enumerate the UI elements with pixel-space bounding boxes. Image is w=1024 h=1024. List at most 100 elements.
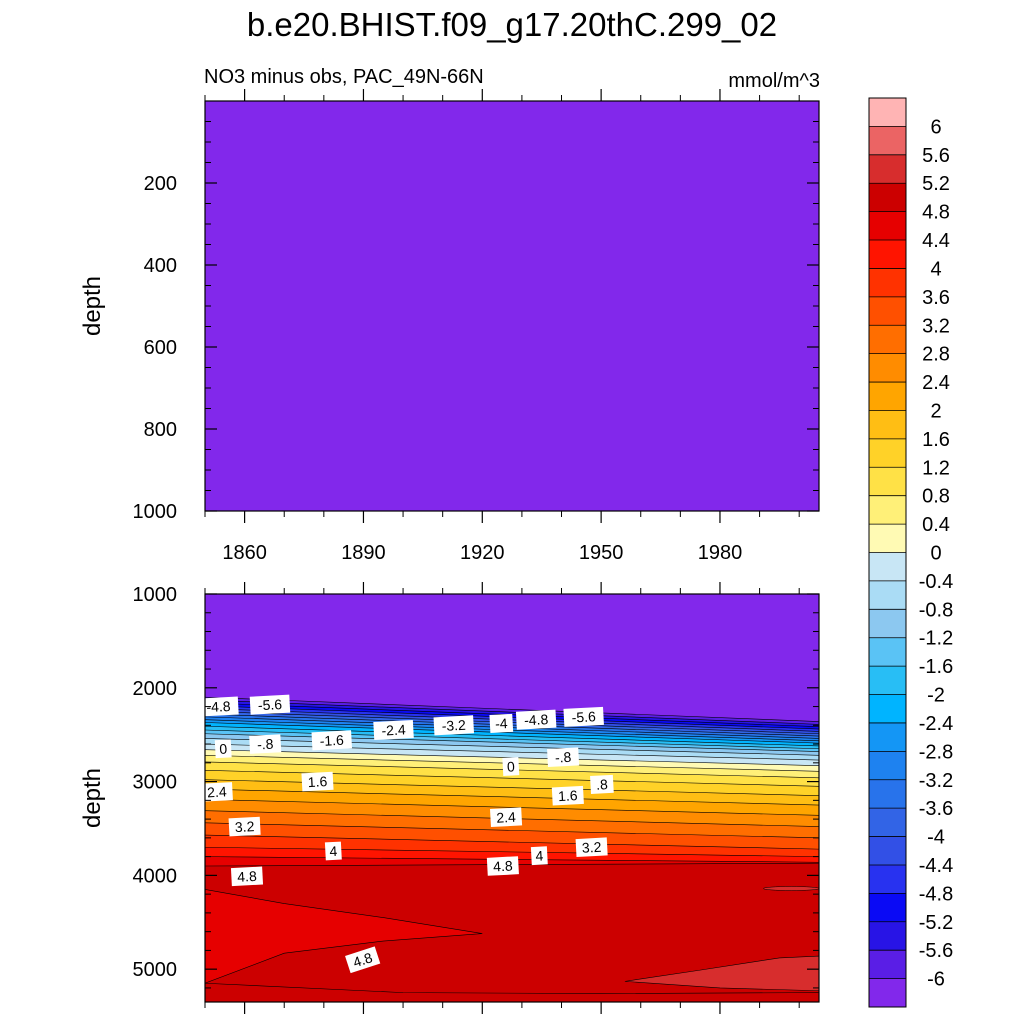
contour-label-text: -3.2 [441, 717, 466, 734]
contour-label-text: -.8 [257, 736, 274, 753]
upper-ytick-label: 1000 [133, 501, 178, 523]
colorbar-label: 5.6 [922, 145, 950, 167]
upper-ytick-label: 400 [144, 255, 177, 277]
upper-ytick-label: 800 [144, 419, 177, 441]
colorbar-swatch [869, 126, 906, 156]
contour-label: 2.4 [205, 782, 233, 802]
lower-bands [205, 594, 819, 1002]
contour-label-text: -4.8 [206, 698, 231, 715]
lower-contour-labels: -4.8 -5.6 -2.4 -3.2 -4 -4.8 -5.6 0 -.8 -1.6 .8 0 -.8… [205, 694, 614, 974]
contour-label-text: -1.6 [319, 732, 344, 749]
lower-ytick-label: 5000 [133, 959, 178, 981]
contour-label-bg [249, 734, 282, 754]
colorbar-label: 5.2 [922, 173, 950, 195]
colorbar-swatch [869, 410, 906, 440]
contour-label-bg [433, 715, 475, 736]
contour-line [205, 738, 819, 756]
colorbar-label: -0.4 [919, 571, 953, 593]
units-label: mmol/m^3 [728, 70, 820, 92]
contour-label: -4.8 [515, 709, 557, 730]
contour-label-bg [228, 816, 261, 837]
upper-xtick-label: 1890 [341, 542, 386, 564]
upper-panel: 200 400 600 800 1000 1860 1890 1920 1950 1980 dep… [79, 89, 820, 564]
contour-label: -4.8 [205, 696, 239, 717]
contour-label-text: 2.4 [496, 809, 516, 826]
colorbar-label: 4.8 [922, 202, 950, 224]
contour-label: -4 [489, 713, 514, 734]
contour-line [205, 729, 819, 750]
contour-label: 4.8 [486, 856, 519, 876]
contour-label-bg [230, 866, 264, 887]
contour-line [205, 822, 819, 839]
contour-label-text: 4.8 [493, 857, 513, 874]
contour-label: .8 [590, 774, 614, 794]
contour-label: 1.6 [301, 771, 334, 792]
colorbar-swatch [869, 325, 906, 355]
contour-label: 3.2 [228, 816, 261, 837]
contour-label-bg [590, 774, 614, 794]
colorbar-label: -4 [927, 827, 945, 849]
contour-label: 4 [324, 841, 342, 861]
lower-panel: -4.8 -5.6 -2.4 -3.2 -4 -4.8 -5.6 0 -.8 -1.6 .8 0 -.8… [79, 582, 820, 1014]
contour-label-text: 3.2 [581, 839, 601, 856]
contour-label-text: -4 [495, 715, 508, 732]
upper-ytick-label: 600 [144, 337, 177, 359]
colorbar-swatch [869, 353, 906, 383]
contour-label-text: 4.8 [237, 868, 257, 885]
contour-label-bg [575, 837, 608, 858]
contour-label: 0 [214, 739, 232, 759]
lower-ytick-label: 4000 [133, 865, 178, 887]
colorbar: 6 5.6 5.2 4.8 4.4 4 3.6 3.2 2.8 2.4 2 1.6 1.2 0.8 0.4 0… [868, 97, 953, 1008]
contour-label-bg [490, 807, 523, 828]
colorbar-swatch [869, 467, 906, 497]
colorbar-swatch [869, 836, 906, 866]
contour-label: -2.4 [373, 719, 414, 741]
colorbar-label: 2.4 [922, 372, 950, 394]
contour-label-bg [311, 730, 353, 751]
contour-label: 1.6 [551, 785, 584, 806]
contour-label-bg [563, 706, 604, 727]
colorbar-label: -1.2 [919, 628, 953, 650]
contour-line [205, 743, 819, 761]
contour-label-text: 4 [535, 847, 544, 863]
contour-label: -5.6 [249, 694, 291, 715]
colorbar-frame [868, 97, 907, 1008]
contour-label-bg [373, 719, 414, 741]
upper-xtick-label: 1920 [460, 542, 505, 564]
contour-label-bg [502, 757, 520, 776]
lower-frame [204, 593, 820, 1003]
contour-label: 4 [530, 846, 548, 866]
contour-label-text: 4 [329, 843, 338, 859]
contour-label-bg [551, 785, 584, 806]
colorbar-swatch [869, 637, 906, 667]
colorbar-swatch [869, 950, 906, 980]
contour-label-text: 1.6 [558, 787, 578, 804]
contour-label-text: 0 [219, 741, 228, 757]
colorbar-label: -6 [927, 969, 945, 991]
contour-line [205, 699, 819, 725]
lower-ylabel: depth [79, 768, 106, 828]
contour-line [205, 725, 819, 747]
contour-label-bg [345, 946, 381, 974]
lower-ytick-label: 3000 [133, 772, 178, 794]
colorbar-label: -3.2 [919, 770, 953, 792]
patch-lens [763, 886, 819, 891]
colorbar-label: 3.2 [922, 315, 950, 337]
subtitle-left: NO3 minus obs, PAC_49N-66N [204, 66, 484, 88]
contour-label-text: -4.8 [524, 711, 549, 728]
upper-frame [204, 100, 820, 512]
contour-line [205, 733, 819, 752]
contour-label: -5.6 [563, 706, 604, 727]
colorbar-label: 2.8 [922, 344, 950, 366]
contour-label-bg [249, 694, 291, 715]
colorbar-swatch [869, 552, 906, 582]
colorbar-label: 0 [930, 543, 941, 565]
colorbar-swatch [869, 382, 906, 411]
colorbar-swatch [869, 183, 906, 213]
colorbar-swatch [869, 495, 906, 525]
colorbar-label: 3.6 [922, 287, 950, 309]
colorbar-swatch [869, 296, 906, 326]
colorbar-swatch [869, 751, 906, 781]
upper-ylabel: depth [79, 276, 106, 336]
contour-label-bg [530, 846, 548, 866]
